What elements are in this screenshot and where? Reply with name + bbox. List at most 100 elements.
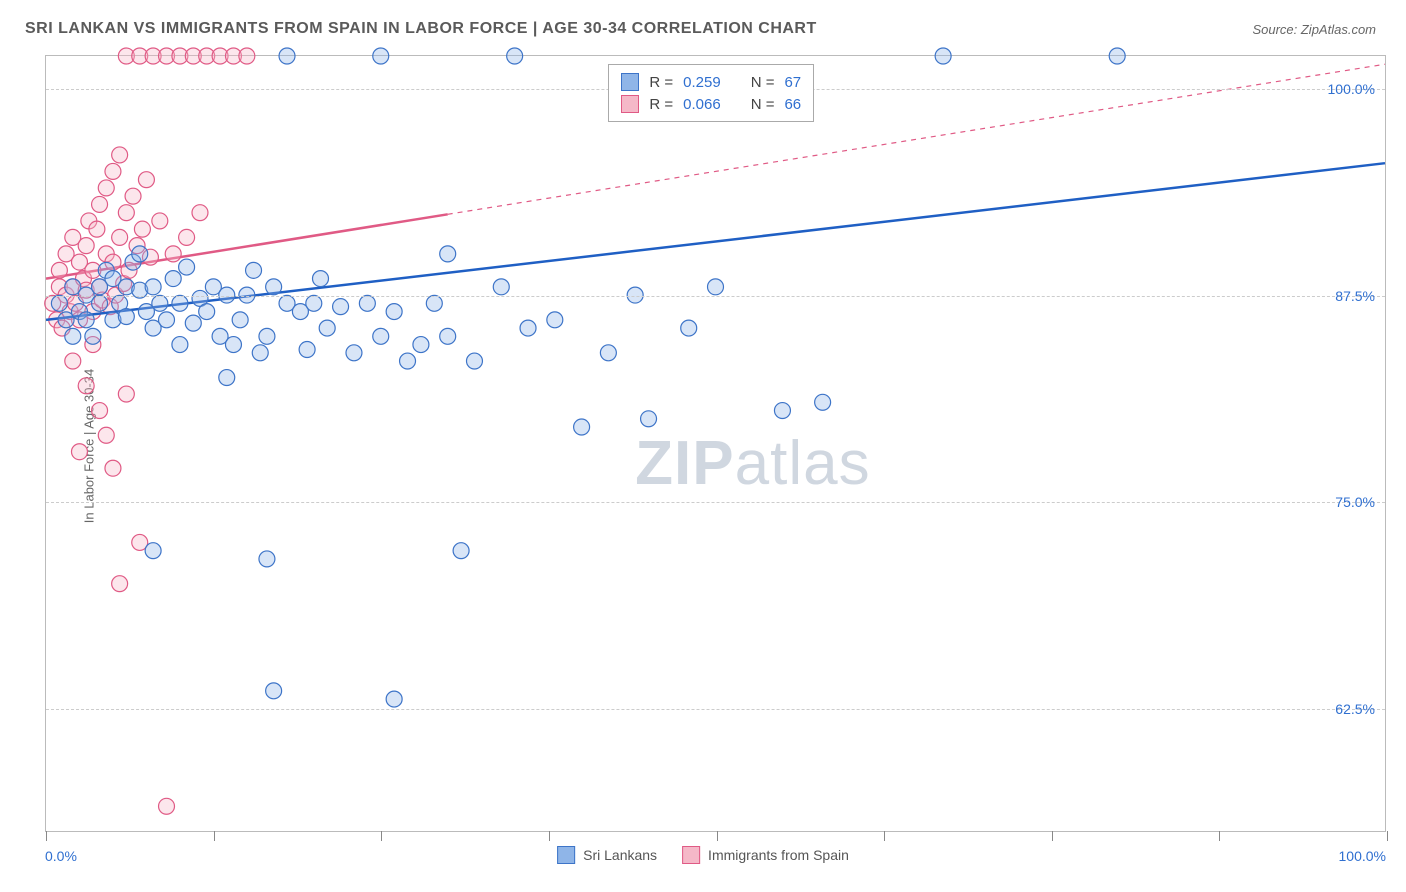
data-point <box>333 299 349 315</box>
data-point <box>359 295 375 311</box>
data-point <box>493 279 509 295</box>
y-tick-label: 87.5% <box>1335 288 1375 304</box>
data-point <box>299 342 315 358</box>
data-point <box>112 147 128 163</box>
data-point <box>185 315 201 331</box>
data-point <box>105 163 121 179</box>
data-point <box>259 551 275 567</box>
data-point <box>51 295 67 311</box>
chart-title: SRI LANKAN VS IMMIGRANTS FROM SPAIN IN L… <box>25 20 817 38</box>
data-point <box>78 238 94 254</box>
n-value: 66 <box>784 96 801 113</box>
data-point <box>192 205 208 221</box>
n-label: N = <box>751 96 775 113</box>
data-point <box>92 196 108 212</box>
data-point <box>574 419 590 435</box>
data-point <box>92 403 108 419</box>
data-point <box>89 221 105 237</box>
trend-line-dashed <box>448 64 1385 214</box>
data-point <box>373 48 389 64</box>
data-point <box>145 279 161 295</box>
data-point <box>85 328 101 344</box>
data-point <box>466 353 482 369</box>
data-point <box>219 370 235 386</box>
data-point <box>112 576 128 592</box>
data-point <box>426 295 442 311</box>
gridline <box>46 709 1385 710</box>
x-tick <box>381 831 382 841</box>
data-point <box>373 328 389 344</box>
data-point <box>440 328 456 344</box>
data-point <box>118 309 134 325</box>
data-point <box>306 295 322 311</box>
y-tick-label: 75.0% <box>1335 494 1375 510</box>
data-point <box>259 328 275 344</box>
data-point <box>266 683 282 699</box>
chart-plot-area: R = 0.259 N = 67 R = 0.066 N = 66 ZIPatl… <box>45 55 1386 832</box>
scatter-plot-svg <box>46 56 1385 831</box>
data-point <box>159 798 175 814</box>
x-tick <box>1052 831 1053 841</box>
x-axis-min-label: 0.0% <box>45 848 77 864</box>
data-point <box>78 312 94 328</box>
legend-swatch <box>682 846 700 864</box>
legend-swatch <box>621 73 639 91</box>
data-point <box>453 543 469 559</box>
data-point <box>152 295 168 311</box>
data-point <box>239 48 255 64</box>
data-point <box>246 262 262 278</box>
r-label: R = <box>649 74 673 91</box>
data-point <box>118 386 134 402</box>
data-point <box>92 295 108 311</box>
r-value: 0.066 <box>683 96 721 113</box>
correlation-legend-row: R = 0.259 N = 67 <box>621 71 801 93</box>
data-point <box>641 411 657 427</box>
x-axis-max-label: 100.0% <box>1339 848 1386 864</box>
data-point <box>815 394 831 410</box>
data-point <box>165 271 181 287</box>
data-point <box>118 205 134 221</box>
data-point <box>138 172 154 188</box>
correlation-legend-box: R = 0.259 N = 67 R = 0.066 N = 66 <box>608 64 814 122</box>
gridline <box>46 296 1385 297</box>
x-tick <box>549 831 550 841</box>
data-point <box>159 312 175 328</box>
r-value: 0.259 <box>683 74 721 91</box>
data-point <box>71 444 87 460</box>
correlation-legend-row: R = 0.066 N = 66 <box>621 93 801 115</box>
y-tick-label: 100.0% <box>1328 81 1375 97</box>
data-point <box>386 691 402 707</box>
legend-item: Sri Lankans <box>557 846 657 864</box>
data-point <box>172 337 188 353</box>
data-point <box>507 48 523 64</box>
data-point <box>179 229 195 245</box>
x-tick <box>717 831 718 841</box>
data-point <box>1109 48 1125 64</box>
data-point <box>232 312 248 328</box>
legend-label: Sri Lankans <box>583 847 657 863</box>
data-point <box>252 345 268 361</box>
legend-swatch <box>557 846 575 864</box>
data-point <box>65 353 81 369</box>
data-point <box>98 180 114 196</box>
x-tick <box>884 831 885 841</box>
legend-swatch <box>621 95 639 113</box>
data-point <box>935 48 951 64</box>
data-point <box>413 337 429 353</box>
legend-label: Immigrants from Spain <box>708 847 849 863</box>
legend-item: Immigrants from Spain <box>682 846 849 864</box>
data-point <box>400 353 416 369</box>
data-point <box>145 543 161 559</box>
data-point <box>65 328 81 344</box>
data-point <box>134 221 150 237</box>
data-point <box>78 378 94 394</box>
data-point <box>51 262 67 278</box>
y-tick-label: 62.5% <box>1335 701 1375 717</box>
n-label: N = <box>751 74 775 91</box>
data-point <box>520 320 536 336</box>
data-point <box>132 246 148 262</box>
data-point <box>98 427 114 443</box>
data-point <box>346 345 362 361</box>
data-point <box>600 345 616 361</box>
data-point <box>547 312 563 328</box>
